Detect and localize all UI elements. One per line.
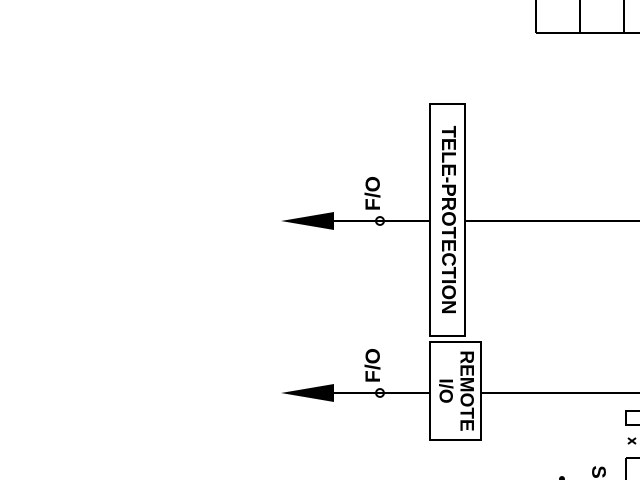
title-table-fragment <box>535 0 640 34</box>
bottom-tick-mark <box>627 437 637 445</box>
lower-fo-label: F/O <box>362 348 385 383</box>
upper-fo-connection: F/O <box>281 176 430 230</box>
remote-io-line2: I/O <box>435 378 456 403</box>
bottom-dot <box>559 476 565 480</box>
lower-fo-node <box>375 388 385 398</box>
remote-io-line1: REMOTE <box>456 350 477 431</box>
teleprotection-label: TELE-PROTECTION <box>437 126 459 315</box>
upper-fo-node <box>375 216 385 226</box>
remote-io-block: REMOTE I/O <box>429 341 482 441</box>
lower-fo-connection: F/O <box>281 348 430 402</box>
teleprotection-block: TELE-PROTECTION <box>429 103 466 337</box>
upper-arrow-icon <box>281 212 334 230</box>
upper-fo-label: F/O <box>362 176 385 211</box>
lower-arrow-icon <box>281 384 334 402</box>
bottom-partial-glyph: S <box>587 465 609 478</box>
bottom-partial-elements <box>625 410 640 480</box>
bottom-bracket <box>625 410 640 426</box>
